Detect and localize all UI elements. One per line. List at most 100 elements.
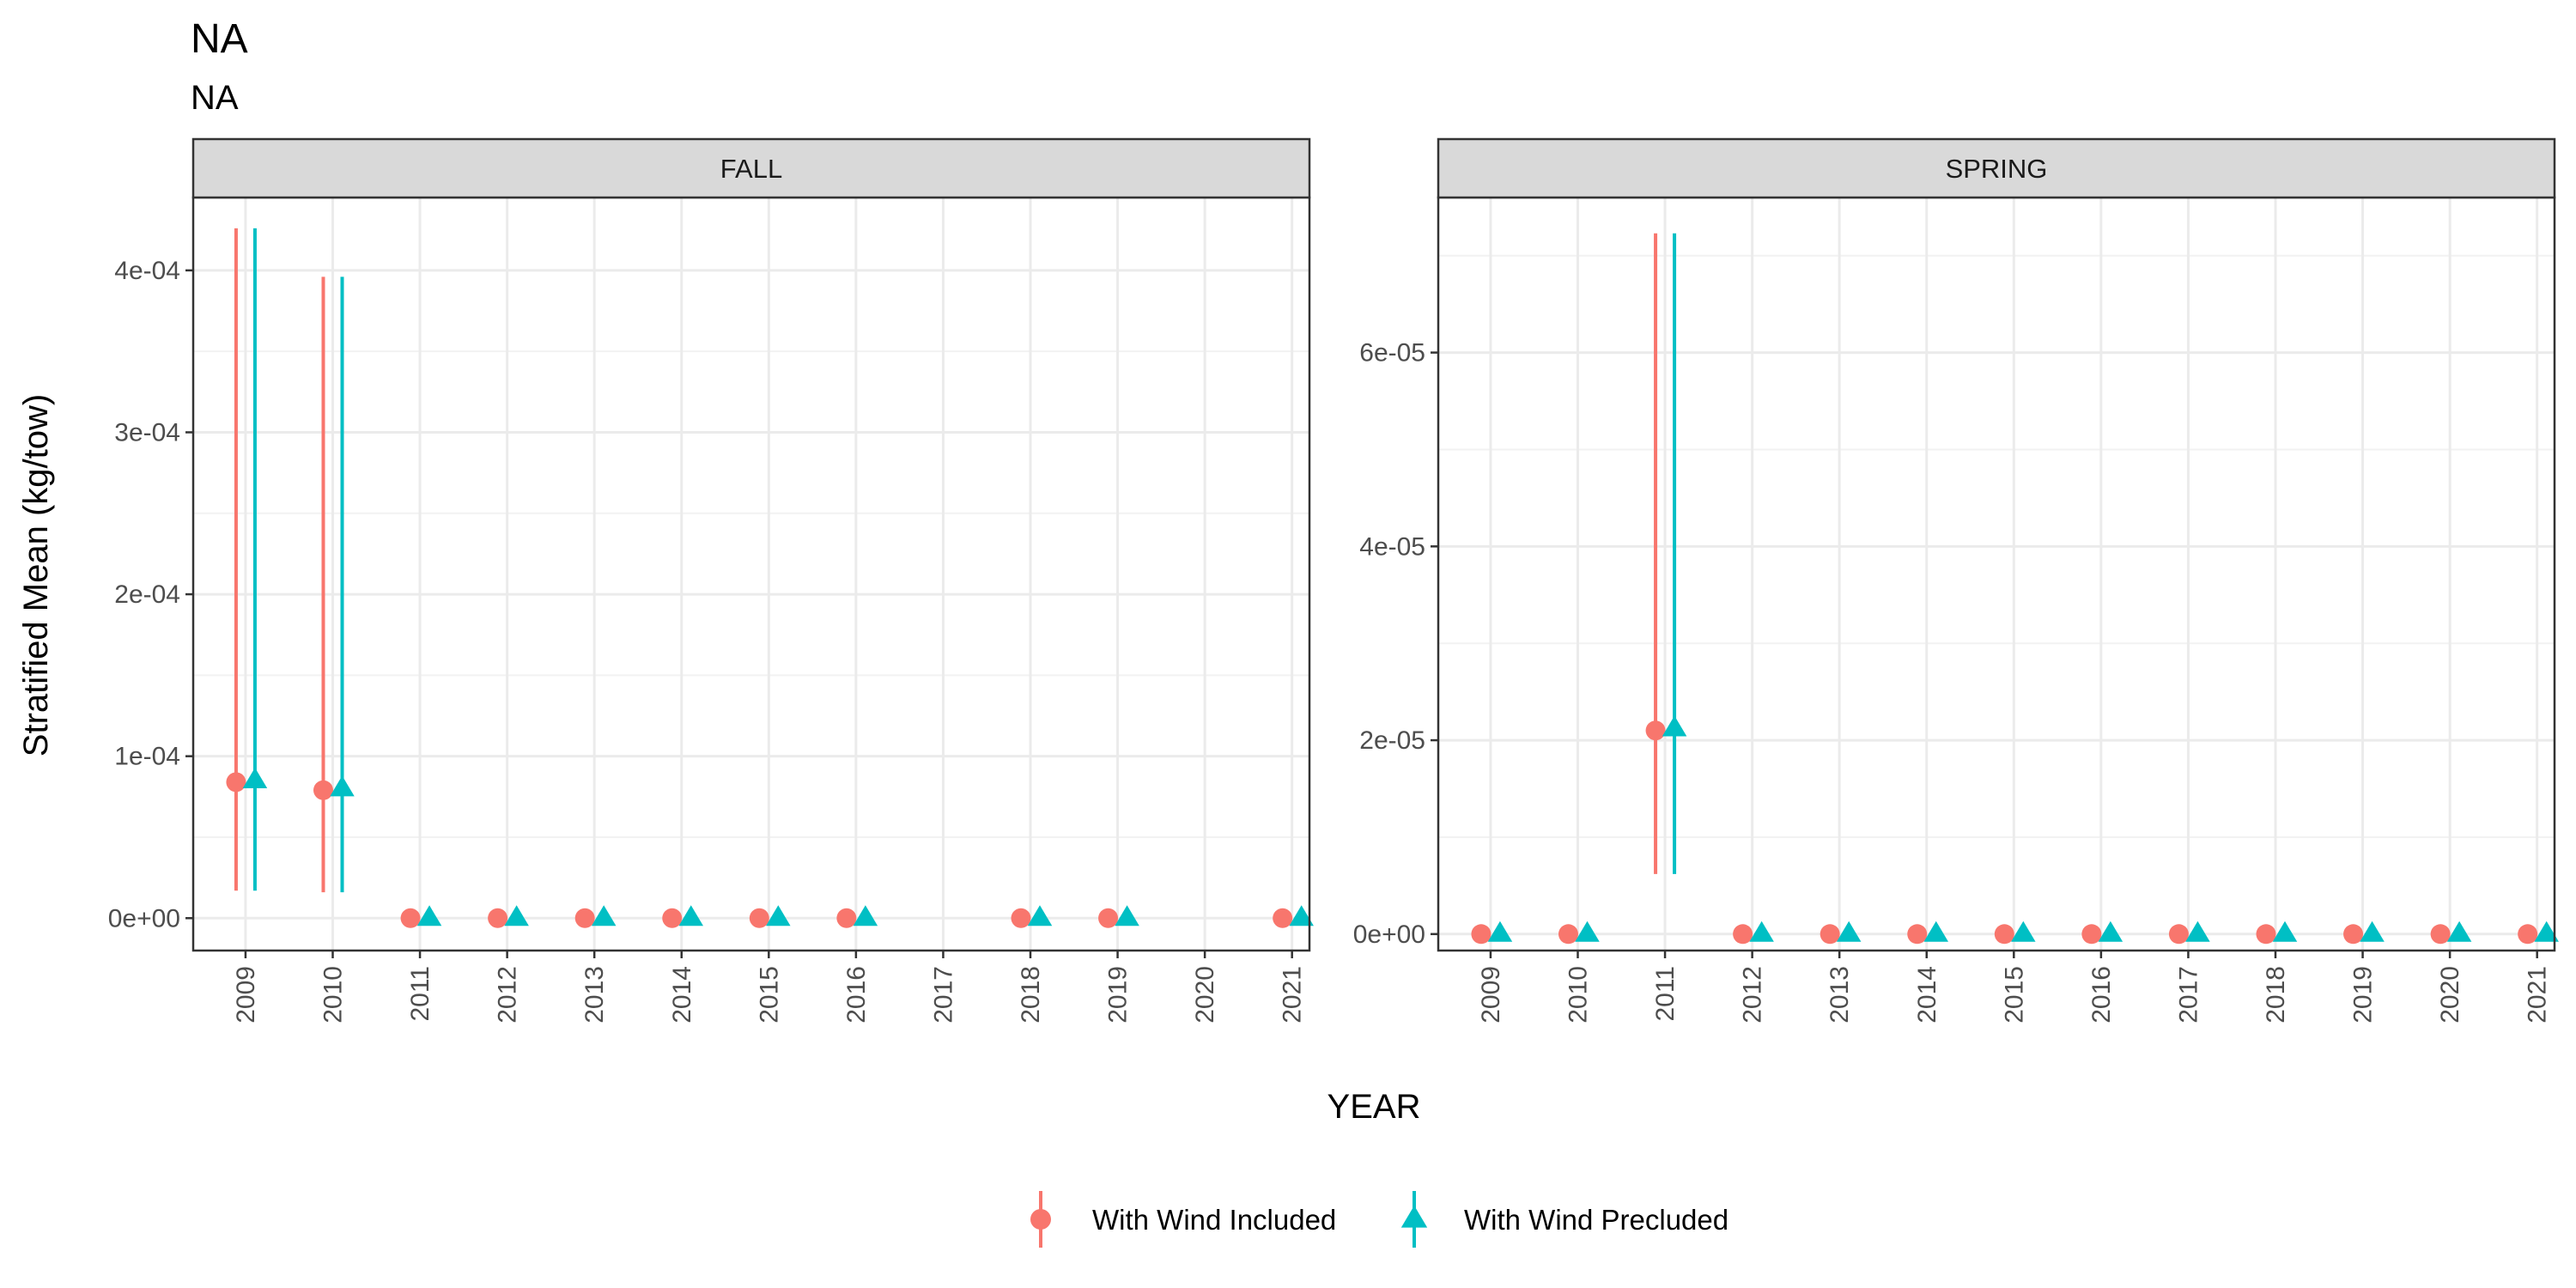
y-tick-label: 2e-04 bbox=[114, 580, 180, 609]
data-point bbox=[1907, 924, 1928, 945]
x-tick-label: 2010 bbox=[1564, 966, 1593, 1024]
x-tick-label: 2010 bbox=[319, 966, 348, 1024]
x-tick-label: 2016 bbox=[842, 966, 871, 1024]
data-point bbox=[1115, 905, 1139, 927]
data-point bbox=[2185, 920, 2210, 942]
data-point bbox=[1749, 920, 1774, 942]
y-tick-label: 4e-04 bbox=[114, 257, 180, 285]
x-axis-title: YEAR bbox=[1327, 1088, 1421, 1126]
x-tick-label: 2015 bbox=[2000, 966, 2028, 1024]
x-tick-label: 2012 bbox=[1739, 966, 1767, 1024]
y-axis-title: Stratified Mean (kg/tow) bbox=[17, 394, 55, 756]
data-point bbox=[1836, 920, 1862, 942]
data-point bbox=[1011, 908, 1031, 928]
data-point bbox=[1027, 905, 1053, 927]
panel-background bbox=[1438, 197, 2555, 951]
data-point bbox=[1471, 924, 1492, 945]
data-point bbox=[662, 908, 683, 928]
data-point bbox=[1820, 924, 1840, 945]
panel-background bbox=[193, 197, 1309, 951]
panel-spring: 0e+00 2e-05 4e-05 6e-05 2009 2010 2011 2012 2013… bbox=[1353, 137, 2559, 1024]
data-point bbox=[313, 780, 333, 800]
x-tick-label: 2014 bbox=[668, 966, 696, 1024]
x-tick-label: 2021 bbox=[1279, 966, 1307, 1024]
x-tick-label: 2017 bbox=[929, 966, 957, 1024]
y-tick-label: 3e-04 bbox=[114, 418, 180, 447]
data-point bbox=[2081, 924, 2102, 945]
y-tick-label: 1e-04 bbox=[114, 743, 180, 771]
x-tick-label: 2020 bbox=[2436, 966, 2464, 1024]
legend-label: With Wind Precluded bbox=[1464, 1204, 1728, 1236]
data-point bbox=[2011, 920, 2036, 942]
data-point bbox=[242, 767, 268, 788]
facet-strip bbox=[1437, 137, 2556, 199]
data-point bbox=[504, 905, 529, 927]
y-tick-label: 0e+00 bbox=[108, 904, 180, 933]
y-tick-label: 0e+00 bbox=[1353, 920, 1425, 949]
legend-item: With Wind Included bbox=[1030, 1191, 1336, 1248]
legend-key-marker bbox=[1030, 1209, 1051, 1230]
x-tick-label: 2014 bbox=[1913, 966, 1941, 1024]
x-tick-label: 2009 bbox=[1477, 966, 1505, 1024]
data-point bbox=[1558, 924, 1578, 945]
data-point bbox=[766, 905, 791, 927]
data-point bbox=[2098, 920, 2123, 942]
chart-title: NA bbox=[191, 16, 248, 62]
data-point bbox=[1487, 920, 1513, 942]
data-point bbox=[488, 908, 508, 928]
data-point bbox=[2272, 920, 2298, 942]
data-point bbox=[2343, 924, 2364, 945]
data-point bbox=[853, 905, 878, 927]
data-point bbox=[1098, 908, 1119, 928]
data-point bbox=[2256, 924, 2276, 945]
x-tick-label: 2015 bbox=[755, 966, 783, 1024]
facet-strip-label: SPRING bbox=[1946, 154, 2048, 184]
y-tick-label: 6e-05 bbox=[1359, 339, 1425, 368]
data-point bbox=[2360, 920, 2385, 942]
facet-strip bbox=[191, 137, 1311, 199]
x-tick-label: 2018 bbox=[1017, 966, 1045, 1024]
x-tick-label: 2021 bbox=[2524, 966, 2552, 1024]
data-point bbox=[678, 905, 703, 927]
data-point bbox=[1662, 715, 1687, 737]
data-point bbox=[1645, 720, 1666, 741]
data-point bbox=[400, 908, 421, 928]
legend-item: With Wind Precluded bbox=[1400, 1191, 1728, 1248]
x-tick-label: 2020 bbox=[1191, 966, 1219, 1024]
panels: 0e+00 1e-04 2e-04 3e-04 4e-04 2009 2010 2011 201… bbox=[108, 137, 2559, 1024]
x-tick-label: 2018 bbox=[2262, 966, 2290, 1024]
data-point bbox=[2446, 920, 2472, 942]
data-point bbox=[1575, 920, 1600, 942]
data-point bbox=[749, 908, 769, 928]
x-tick-label: 2019 bbox=[1104, 966, 1133, 1024]
x-tick-label: 2011 bbox=[1651, 966, 1680, 1022]
y-tick-label: 4e-05 bbox=[1359, 532, 1425, 561]
legend: With Wind Included With Wind Precluded bbox=[1030, 1191, 1728, 1248]
x-tick-label: 2009 bbox=[232, 966, 260, 1024]
data-point bbox=[2168, 924, 2189, 945]
x-tick-label: 2013 bbox=[1826, 966, 1854, 1024]
legend-label: With Wind Included bbox=[1092, 1204, 1336, 1236]
chart-subtitle: NA bbox=[191, 79, 239, 117]
data-point bbox=[2534, 920, 2559, 942]
data-point bbox=[1923, 920, 1948, 942]
data-point bbox=[330, 775, 355, 797]
y-tick-label: 2e-05 bbox=[1359, 726, 1425, 755]
data-point bbox=[1273, 908, 1293, 928]
data-point bbox=[416, 905, 442, 927]
legend-key-marker bbox=[1400, 1206, 1428, 1228]
data-point bbox=[2430, 924, 2451, 945]
data-point bbox=[836, 908, 857, 928]
x-tick-label: 2011 bbox=[406, 966, 434, 1022]
data-point bbox=[226, 772, 246, 793]
data-point bbox=[2518, 924, 2538, 945]
data-point bbox=[1733, 924, 1753, 945]
x-tick-label: 2016 bbox=[2087, 966, 2116, 1024]
data-point bbox=[1994, 924, 2014, 945]
data-point bbox=[591, 905, 617, 927]
x-tick-label: 2013 bbox=[580, 966, 609, 1024]
panel-fall: 0e+00 1e-04 2e-04 3e-04 4e-04 2009 2010 2011 201… bbox=[108, 137, 1314, 1024]
x-tick-label: 2019 bbox=[2349, 966, 2378, 1024]
facet-strip-label: FALL bbox=[720, 154, 782, 184]
